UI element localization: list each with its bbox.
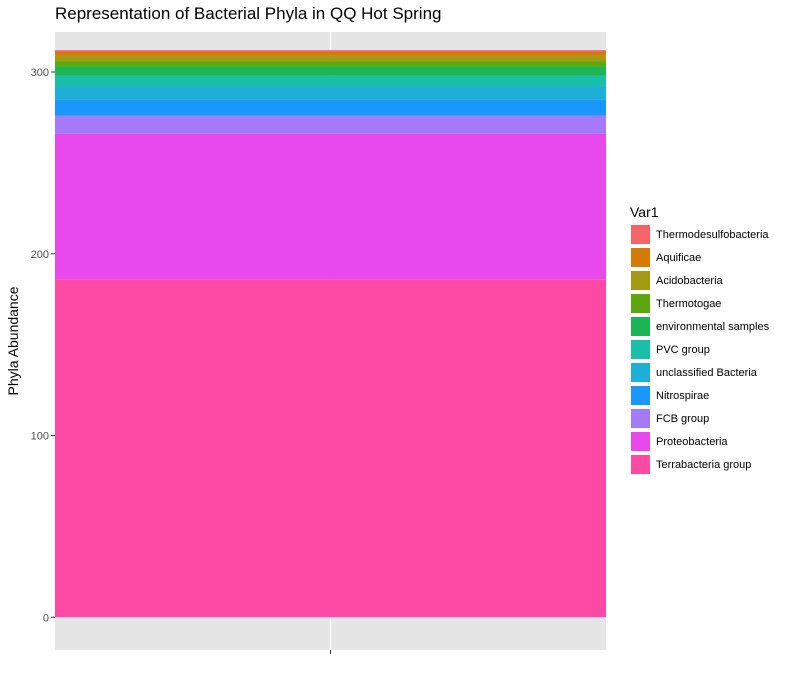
legend-swatch: [630, 385, 651, 406]
bar-segment-5: [55, 75, 606, 87]
legend-label: PVC group: [656, 343, 710, 356]
legend-item: Aquificae: [630, 246, 769, 269]
legend-swatch: [630, 431, 651, 452]
legend-label: Nitrospirae: [656, 389, 710, 402]
legend-label: unclassified Bacteria: [656, 366, 757, 379]
legend-items: Thermodesulfobacteria Aquificae Acidobacte…: [630, 223, 769, 476]
bar-segment-6: [55, 66, 606, 76]
y-tick-label: 0: [43, 612, 49, 624]
legend-swatch: [630, 454, 651, 475]
legend-swatch: [630, 224, 651, 245]
legend: Var1 Thermodesulfobacteria Aquificae Acido…: [630, 204, 769, 476]
y-tick-label: 100: [31, 431, 49, 443]
y-tick-label: 300: [31, 67, 49, 79]
legend-label: Thermodesulfobacteria: [656, 228, 769, 241]
legend-item: Proteobacteria: [630, 430, 769, 453]
axes: 0 100 200 300: [31, 67, 331, 654]
legend-swatch: [630, 247, 651, 268]
legend-swatch: [630, 362, 651, 383]
legend-label: environmental samples: [656, 320, 770, 333]
legend-item: PVC group: [630, 338, 769, 361]
legend-swatch: [630, 270, 651, 291]
legend-label: Acidobacteria: [656, 274, 723, 287]
legend-item: Terrabacteria group: [630, 453, 769, 476]
bar-segment-9: [55, 51, 606, 56]
legend-label: Thermotogae: [656, 297, 722, 310]
bar-segment-2: [55, 115, 606, 134]
bar-segment-1: [55, 133, 606, 280]
legend-item: Thermotogae: [630, 292, 769, 315]
legend-label: Terrabacteria group: [656, 458, 752, 471]
legend-item: Acidobacteria: [630, 269, 769, 292]
stacked-bar: [55, 50, 606, 618]
bar-segment-3: [55, 99, 606, 116]
legend-title: Var1: [630, 204, 659, 220]
bar-segment-10: [55, 50, 606, 52]
legend-label: Aquificae: [656, 251, 702, 264]
legend-item: Thermodesulfobacteria: [630, 223, 769, 246]
legend-swatch: [630, 408, 651, 429]
legend-item: environmental samples: [630, 315, 769, 338]
legend-label: FCB group: [656, 412, 710, 425]
legend-item: unclassified Bacteria: [630, 361, 769, 384]
bar-segment-0: [55, 279, 606, 618]
bar-segment-4: [55, 86, 606, 100]
bar-segment-8: [55, 55, 606, 62]
y-axis-label: Phyla Abundance: [5, 286, 21, 395]
legend-swatch: [630, 316, 651, 337]
legend-swatch: [630, 293, 651, 314]
chart-title: Representation of Bacterial Phyla in QQ …: [55, 4, 442, 23]
legend-item: FCB group: [630, 407, 769, 430]
legend-item: Nitrospirae: [630, 384, 769, 407]
bar-segment-7: [55, 61, 606, 67]
legend-label: Proteobacteria: [656, 435, 728, 448]
y-tick-label: 200: [31, 249, 49, 261]
legend-swatch: [630, 339, 651, 360]
